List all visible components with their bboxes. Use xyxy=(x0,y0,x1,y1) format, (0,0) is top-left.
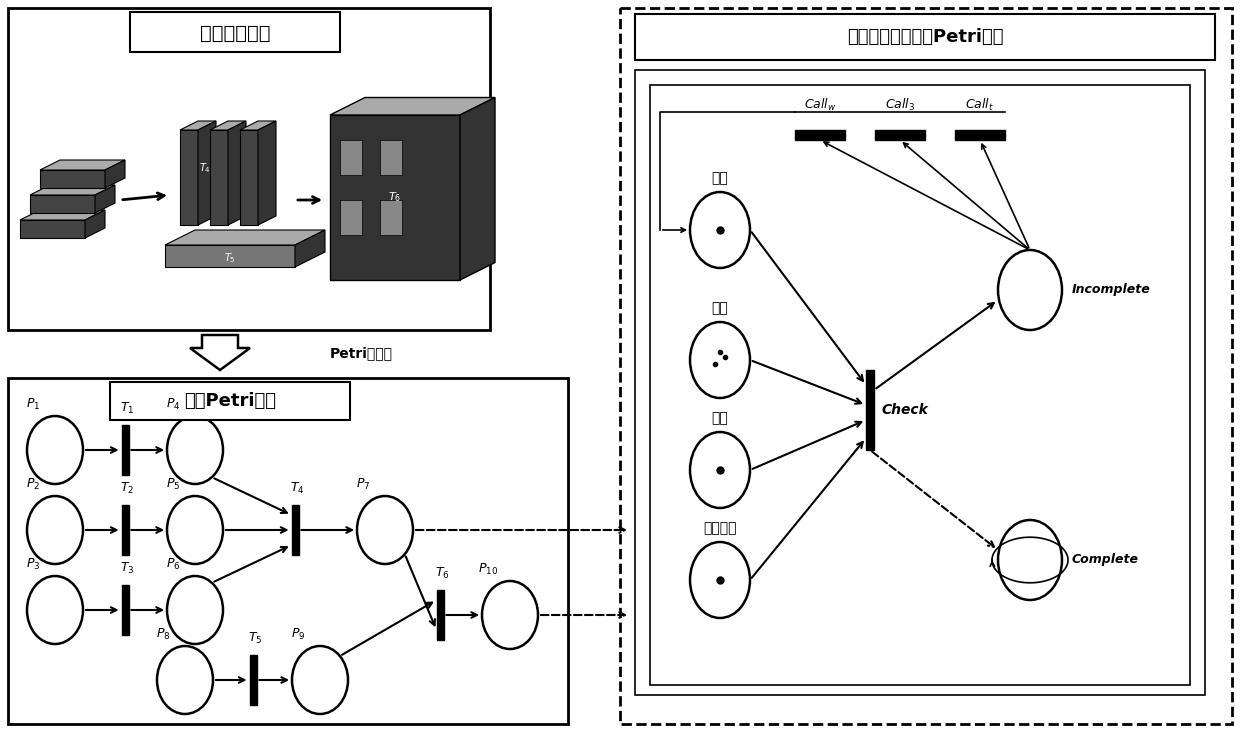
Ellipse shape xyxy=(27,576,83,644)
Polygon shape xyxy=(105,160,125,188)
Text: $T_5$: $T_5$ xyxy=(224,251,236,265)
Ellipse shape xyxy=(689,322,750,398)
Text: Complete: Complete xyxy=(1073,553,1140,567)
Text: $T_{6}$: $T_{6}$ xyxy=(435,566,449,581)
FancyBboxPatch shape xyxy=(620,8,1233,724)
Text: $T_6$: $T_6$ xyxy=(388,190,402,204)
Text: $P_{2}$: $P_{2}$ xyxy=(26,477,40,492)
Ellipse shape xyxy=(167,576,223,644)
Polygon shape xyxy=(190,335,250,370)
Text: $T_{3}$: $T_{3}$ xyxy=(120,561,134,576)
Ellipse shape xyxy=(998,250,1061,330)
Polygon shape xyxy=(258,121,277,225)
Polygon shape xyxy=(165,245,295,267)
FancyBboxPatch shape xyxy=(635,14,1215,60)
Text: 设备: 设备 xyxy=(712,411,728,425)
Polygon shape xyxy=(330,115,460,280)
Polygon shape xyxy=(295,230,325,267)
Text: $P_{6}$: $P_{6}$ xyxy=(166,557,180,572)
Ellipse shape xyxy=(167,416,223,484)
Bar xyxy=(650,85,1190,685)
Polygon shape xyxy=(180,130,198,225)
Text: $T_4$: $T_4$ xyxy=(200,161,211,175)
Text: $P_{1}$: $P_{1}$ xyxy=(26,397,40,412)
Text: 工人: 工人 xyxy=(712,171,728,185)
Bar xyxy=(635,70,1205,695)
Text: $Call_3$: $Call_3$ xyxy=(885,97,915,113)
Polygon shape xyxy=(40,170,105,188)
Text: $T_{1}$: $T_{1}$ xyxy=(120,401,134,416)
Text: $P_{10}$: $P_{10}$ xyxy=(477,562,498,577)
Text: $P_{7}$: $P_{7}$ xyxy=(356,477,371,492)
Bar xyxy=(340,140,362,175)
Polygon shape xyxy=(165,230,325,245)
Polygon shape xyxy=(241,121,277,130)
Bar xyxy=(122,585,129,635)
FancyBboxPatch shape xyxy=(110,382,350,420)
Text: $T_{5}$: $T_{5}$ xyxy=(248,631,262,646)
Text: $T_{4}$: $T_{4}$ xyxy=(290,481,304,496)
Bar xyxy=(866,370,874,450)
Text: $P_{8}$: $P_{8}$ xyxy=(156,627,170,642)
Ellipse shape xyxy=(167,496,223,564)
Polygon shape xyxy=(86,210,105,238)
Bar xyxy=(291,505,299,555)
Bar xyxy=(122,505,129,555)
Bar xyxy=(875,130,925,140)
Text: $T_7$: $T_7$ xyxy=(29,240,40,254)
Bar xyxy=(7,378,568,724)
Text: $P_{5}$: $P_{5}$ xyxy=(166,477,180,492)
Text: Petri网建模: Petri网建模 xyxy=(330,346,393,360)
Ellipse shape xyxy=(291,646,348,714)
Bar xyxy=(795,130,844,140)
Polygon shape xyxy=(20,220,86,238)
Text: 装配活动前提条件Petri建模: 装配活动前提条件Petri建模 xyxy=(847,28,1003,46)
Polygon shape xyxy=(95,185,115,213)
Polygon shape xyxy=(20,210,105,220)
Ellipse shape xyxy=(157,646,213,714)
Polygon shape xyxy=(330,97,495,115)
Ellipse shape xyxy=(357,496,413,564)
Bar xyxy=(955,130,1004,140)
Polygon shape xyxy=(198,121,216,225)
Text: $P_{3}$: $P_{3}$ xyxy=(26,557,40,572)
Polygon shape xyxy=(210,130,228,225)
Polygon shape xyxy=(40,160,125,170)
Polygon shape xyxy=(460,97,495,280)
Ellipse shape xyxy=(482,581,538,649)
FancyBboxPatch shape xyxy=(130,12,340,52)
Text: 组件: 组件 xyxy=(712,301,728,315)
Polygon shape xyxy=(241,130,258,225)
Text: $Call_t$: $Call_t$ xyxy=(966,97,994,113)
Bar xyxy=(7,8,490,330)
Text: $P_{4}$: $P_{4}$ xyxy=(166,397,180,412)
Text: 着色Petri模型: 着色Petri模型 xyxy=(184,392,277,410)
Text: Incomplete: Incomplete xyxy=(1073,283,1151,296)
Bar xyxy=(122,425,129,475)
Bar xyxy=(379,200,402,235)
Polygon shape xyxy=(30,195,95,213)
Bar xyxy=(436,590,444,640)
Text: $Call_w$: $Call_w$ xyxy=(804,97,836,113)
Text: 任务激活: 任务激活 xyxy=(703,521,737,535)
Text: $T_{2}$: $T_{2}$ xyxy=(120,481,134,496)
Text: Check: Check xyxy=(882,403,929,417)
Text: 装配工艺流程: 装配工艺流程 xyxy=(200,23,270,42)
Text: $P_{9}$: $P_{9}$ xyxy=(291,627,305,642)
Polygon shape xyxy=(228,121,246,225)
Polygon shape xyxy=(210,121,246,130)
Ellipse shape xyxy=(27,496,83,564)
Ellipse shape xyxy=(689,192,750,268)
Ellipse shape xyxy=(689,432,750,508)
Ellipse shape xyxy=(27,416,83,484)
Bar xyxy=(340,200,362,235)
Bar xyxy=(249,655,257,705)
Polygon shape xyxy=(30,185,115,195)
Polygon shape xyxy=(180,121,216,130)
Bar xyxy=(379,140,402,175)
Ellipse shape xyxy=(998,520,1061,600)
Ellipse shape xyxy=(689,542,750,618)
